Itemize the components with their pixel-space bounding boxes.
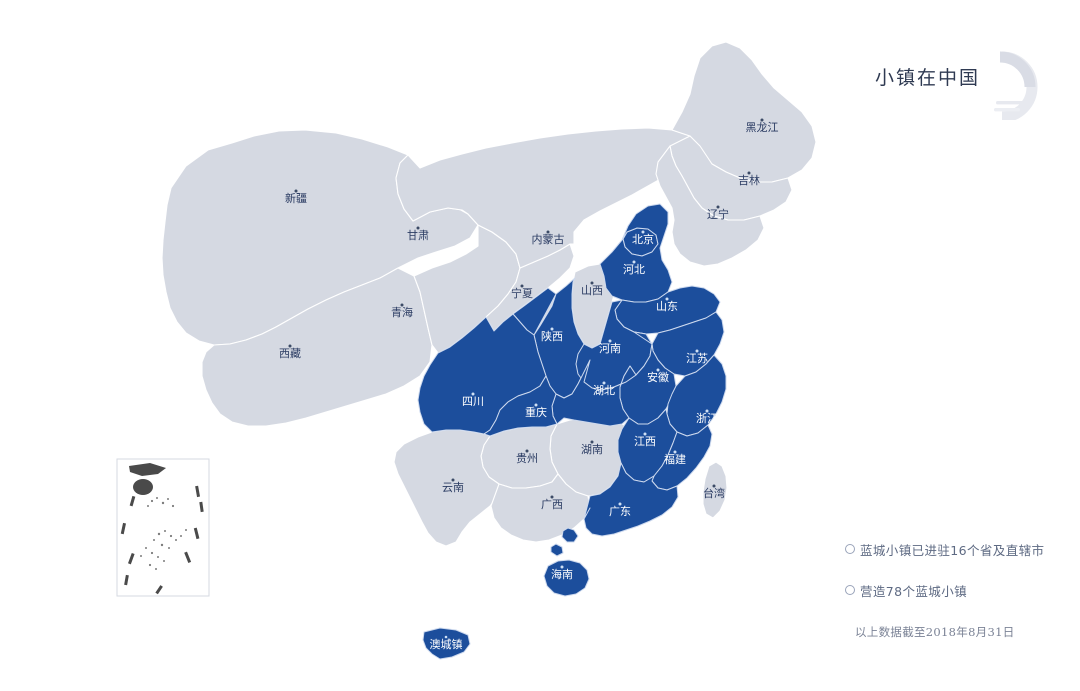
inactive-provinces-layer (161, 41, 817, 547)
province-label: 青海 (391, 305, 413, 319)
capital-dot (550, 327, 554, 331)
page-title: 小镇在中国 (875, 67, 981, 89)
capital-dot (471, 392, 475, 396)
circle-bullet-icon (845, 585, 855, 595)
capital-dot (550, 495, 554, 499)
capital-dot (525, 449, 529, 453)
province-label: 内蒙古 (532, 232, 565, 246)
province-guangdong-islet (550, 543, 564, 557)
province-hainan[interactable] (543, 559, 590, 597)
province-label: 甘肃 (407, 229, 429, 242)
province-guangdong-islands (561, 527, 579, 543)
capital-dot (716, 205, 720, 209)
province-label: 重庆 (525, 405, 547, 419)
stat-row: 蓝城小镇已进驻16个省及直辖市 (845, 540, 1080, 559)
capital-dot (416, 226, 420, 230)
capital-dot (590, 440, 594, 444)
province-label: 陕西 (541, 329, 563, 343)
province-label: 黑龙江 (746, 121, 779, 134)
highlighted-provinces-layer (417, 203, 727, 660)
capital-dot (602, 381, 606, 385)
capital-dot (673, 450, 677, 454)
capital-dot (705, 409, 709, 413)
capital-dot (632, 260, 636, 264)
province-liaoning[interactable] (655, 145, 765, 267)
footnote: 以上数据截至2018年8月31日 (855, 625, 1015, 639)
province-hebei[interactable] (599, 203, 673, 303)
detached-region-shape[interactable] (422, 627, 471, 660)
capital-dot (534, 403, 538, 407)
province-label: 广东 (609, 505, 631, 518)
capital-dot (665, 297, 669, 301)
province-label: 浙江 (696, 412, 718, 425)
province-label: 吉林 (738, 173, 760, 187)
capital-dot (560, 565, 564, 569)
capital-dot (608, 339, 612, 343)
province-guangdong[interactable] (583, 462, 679, 537)
stats-list: 蓝城小镇已进驻16个省及直辖市 营造78个蓝城小镇 (845, 540, 1080, 622)
province-chongqing[interactable] (483, 375, 558, 437)
capital-dot (643, 432, 647, 436)
province-label: 河北 (623, 263, 645, 276)
capital-dot (656, 368, 660, 372)
province-label: 台湾 (703, 486, 725, 500)
capital-dot (444, 635, 448, 639)
province-fujian[interactable] (651, 424, 713, 491)
province-label: 云南 (442, 481, 464, 494)
province-label: 山西 (581, 284, 603, 297)
province-label: 山东 (656, 300, 678, 313)
detached-region-label: 澳城镇 (430, 637, 463, 651)
capital-dot (451, 478, 455, 482)
province-label: 新疆 (285, 191, 307, 205)
capital-dot (641, 230, 645, 234)
province-label: 辽宁 (707, 207, 729, 221)
circle-bullet-icon (845, 544, 855, 554)
province-label: 安徽 (647, 370, 669, 384)
capital-dot (695, 349, 699, 353)
capital-dot (618, 502, 622, 506)
province-label: 江西 (634, 435, 656, 448)
province-xizang[interactable] (201, 267, 433, 427)
province-neimenggu[interactable] (395, 127, 701, 269)
header: 小镇在中国 (820, 45, 1060, 120)
province-label: 贵州 (516, 452, 538, 465)
province-label: 福建 (664, 452, 686, 466)
province-label: 湖南 (581, 443, 603, 456)
province-label: 湖北 (593, 384, 615, 397)
province-label: 西藏 (279, 347, 301, 360)
province-label: 四川 (462, 395, 484, 408)
province-label: 宁夏 (511, 286, 533, 300)
crescent-arc-logo (994, 51, 1038, 120)
capital-dot (590, 281, 594, 285)
province-label: 广西 (541, 498, 563, 511)
capital-dot (520, 284, 524, 288)
capital-dot (712, 484, 716, 488)
south-china-sea-inset[interactable] (116, 458, 210, 597)
capital-dot (760, 118, 764, 122)
stat-text: 营造78个蓝城小镇 (860, 584, 968, 599)
capital-dot (288, 344, 292, 348)
stat-text: 蓝城小镇已进驻16个省及直辖市 (860, 543, 1045, 558)
province-label: 江苏 (686, 352, 708, 365)
province-label: 北京 (632, 232, 654, 246)
capital-dot (747, 171, 751, 175)
capital-dot (294, 189, 298, 193)
province-label: 河南 (599, 342, 621, 355)
province-label: 海南 (551, 567, 573, 581)
stat-row: 营造78个蓝城小镇 (845, 581, 1080, 600)
province-hubei[interactable] (551, 359, 637, 427)
capital-dot (400, 303, 404, 307)
province-taiwan[interactable] (702, 461, 728, 519)
capital-dot (546, 230, 550, 234)
